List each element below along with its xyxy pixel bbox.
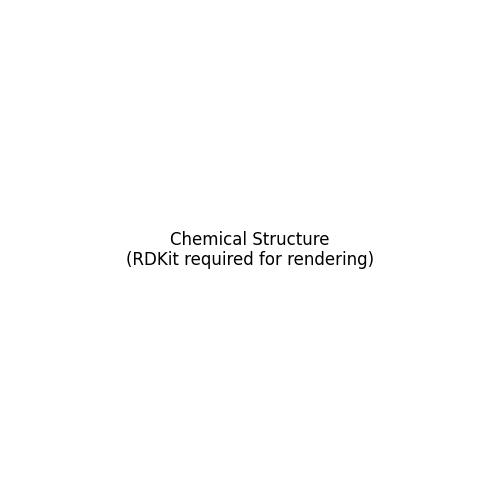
Text: Chemical Structure
(RDKit required for rendering): Chemical Structure (RDKit required for r…: [126, 230, 374, 270]
